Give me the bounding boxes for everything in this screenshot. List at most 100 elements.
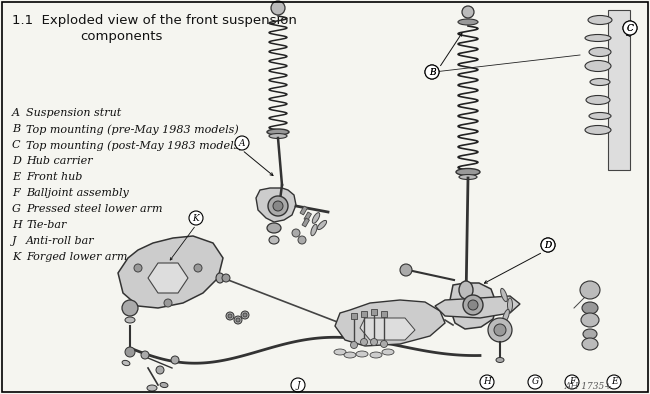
- Circle shape: [468, 300, 478, 310]
- Circle shape: [189, 211, 203, 225]
- Circle shape: [607, 375, 621, 389]
- Circle shape: [425, 65, 439, 79]
- Text: F: F: [569, 377, 575, 387]
- Text: Front hub: Front hub: [26, 172, 83, 182]
- Circle shape: [234, 316, 242, 324]
- Text: B: B: [429, 67, 436, 76]
- Ellipse shape: [122, 361, 130, 366]
- Circle shape: [494, 324, 506, 336]
- Circle shape: [623, 21, 637, 35]
- Polygon shape: [449, 283, 497, 329]
- Circle shape: [350, 342, 358, 349]
- Text: 1.1  Exploded view of the front suspension: 1.1 Exploded view of the front suspensio…: [12, 14, 297, 27]
- Ellipse shape: [581, 313, 599, 327]
- Bar: [608, 10, 630, 170]
- Text: Balljoint assembly: Balljoint assembly: [26, 188, 129, 198]
- Ellipse shape: [580, 281, 600, 299]
- Ellipse shape: [583, 329, 597, 339]
- Ellipse shape: [382, 349, 394, 355]
- Ellipse shape: [312, 213, 320, 223]
- Text: AH 1735+: AH 1735+: [565, 382, 613, 391]
- Ellipse shape: [370, 352, 382, 358]
- Text: J: J: [12, 236, 16, 246]
- Bar: [302, 218, 309, 227]
- Ellipse shape: [500, 288, 508, 302]
- Circle shape: [194, 264, 202, 272]
- Text: Forged lower arm: Forged lower arm: [26, 252, 127, 262]
- Ellipse shape: [585, 126, 611, 134]
- Ellipse shape: [459, 281, 473, 299]
- Ellipse shape: [311, 224, 317, 236]
- Bar: [300, 206, 307, 215]
- Ellipse shape: [502, 309, 510, 323]
- Text: G: G: [532, 377, 539, 387]
- Ellipse shape: [582, 302, 598, 314]
- Ellipse shape: [317, 220, 326, 230]
- Circle shape: [541, 238, 555, 252]
- Circle shape: [243, 313, 247, 317]
- Text: Suspension strut: Suspension strut: [26, 108, 122, 118]
- Polygon shape: [118, 236, 223, 308]
- Ellipse shape: [588, 15, 612, 24]
- Ellipse shape: [508, 298, 512, 312]
- Circle shape: [171, 356, 179, 364]
- Ellipse shape: [125, 317, 135, 323]
- Text: Pressed steel lower arm: Pressed steel lower arm: [26, 204, 162, 214]
- Circle shape: [480, 375, 494, 389]
- Bar: [304, 212, 311, 221]
- Ellipse shape: [269, 236, 279, 244]
- Text: D: D: [545, 240, 552, 249]
- Circle shape: [134, 264, 142, 272]
- Text: C: C: [627, 24, 634, 32]
- Ellipse shape: [585, 61, 611, 71]
- Text: J: J: [296, 381, 300, 390]
- Ellipse shape: [334, 349, 346, 355]
- Circle shape: [623, 21, 637, 35]
- Ellipse shape: [160, 383, 168, 388]
- Circle shape: [156, 366, 164, 374]
- Text: Hub carrier: Hub carrier: [26, 156, 92, 166]
- Text: E: E: [12, 172, 20, 182]
- Text: E: E: [611, 377, 618, 387]
- Text: B: B: [12, 124, 20, 134]
- Ellipse shape: [590, 78, 610, 85]
- Circle shape: [125, 347, 135, 357]
- Ellipse shape: [459, 175, 477, 180]
- Ellipse shape: [589, 113, 611, 119]
- Text: G: G: [12, 204, 21, 214]
- Circle shape: [463, 295, 483, 315]
- Text: H: H: [483, 377, 491, 387]
- Circle shape: [222, 274, 230, 282]
- Text: D: D: [545, 240, 552, 249]
- Polygon shape: [360, 318, 415, 340]
- Text: B: B: [429, 67, 436, 76]
- Circle shape: [400, 264, 412, 276]
- Ellipse shape: [589, 48, 611, 56]
- Ellipse shape: [586, 95, 610, 104]
- Ellipse shape: [269, 134, 287, 139]
- Polygon shape: [435, 296, 520, 318]
- Circle shape: [292, 229, 300, 237]
- Circle shape: [370, 338, 378, 346]
- Circle shape: [528, 375, 542, 389]
- Text: C: C: [627, 24, 634, 32]
- Circle shape: [291, 378, 305, 392]
- Ellipse shape: [585, 35, 611, 41]
- Text: K: K: [12, 252, 20, 262]
- Text: A: A: [12, 108, 20, 118]
- Bar: [381, 311, 387, 317]
- Ellipse shape: [456, 169, 480, 175]
- Text: Top mounting (pre-May 1983 models): Top mounting (pre-May 1983 models): [26, 124, 239, 135]
- Bar: [351, 313, 357, 319]
- Circle shape: [236, 318, 240, 322]
- Circle shape: [541, 238, 555, 252]
- Circle shape: [271, 1, 285, 15]
- Circle shape: [235, 136, 249, 150]
- Circle shape: [425, 65, 439, 79]
- Circle shape: [298, 236, 306, 244]
- Text: Top mounting (post-May 1983 models): Top mounting (post-May 1983 models): [26, 140, 244, 151]
- Circle shape: [141, 351, 149, 359]
- Ellipse shape: [267, 129, 289, 135]
- Ellipse shape: [147, 385, 157, 391]
- Ellipse shape: [216, 273, 224, 283]
